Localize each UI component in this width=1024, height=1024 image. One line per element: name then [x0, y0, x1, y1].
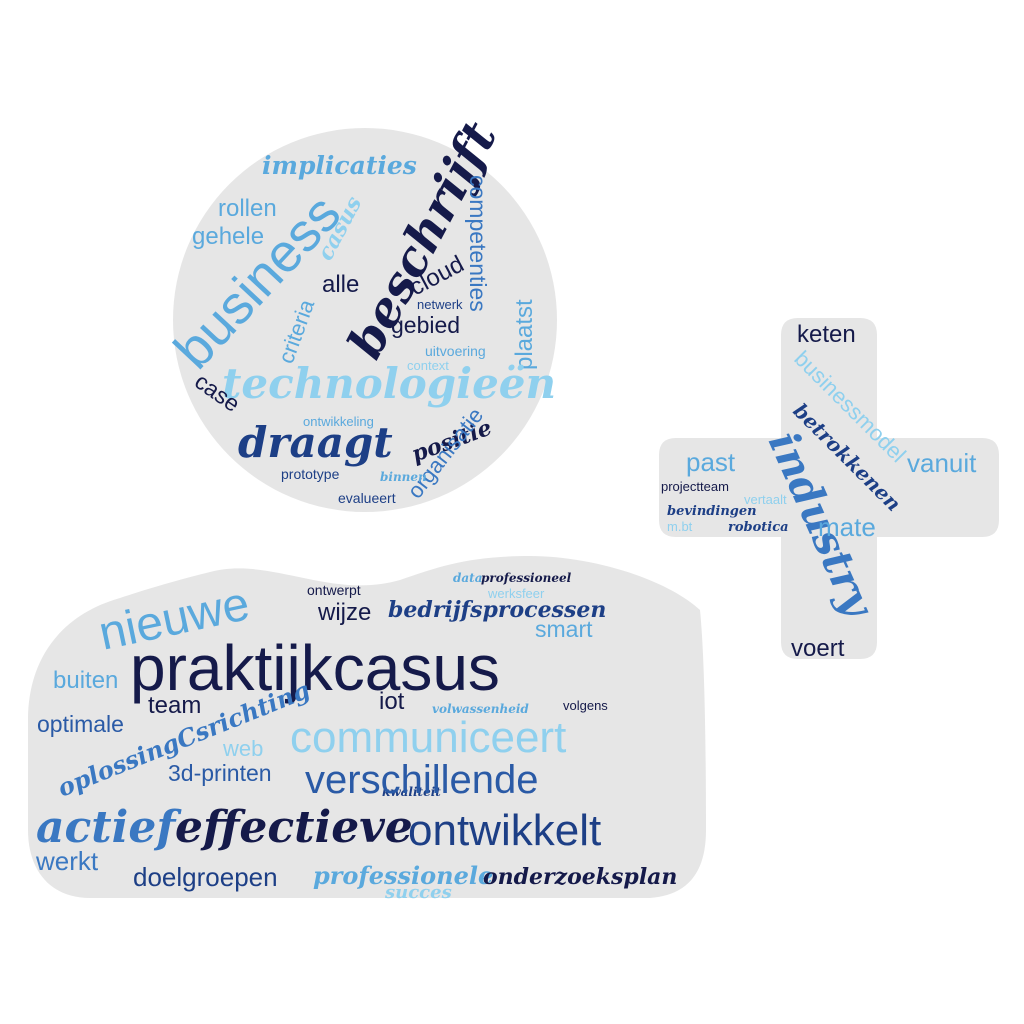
word: draagt [238, 418, 393, 467]
word: onderzoeksplan [483, 864, 677, 890]
word: optimale [37, 711, 124, 737]
word: projectteam [661, 479, 729, 494]
word: buiten [53, 667, 118, 694]
word: netwerk [417, 297, 463, 312]
word: ontwikkeling [303, 414, 374, 429]
blob-shape [28, 556, 706, 898]
word: gebied [391, 312, 460, 338]
word: succes [384, 882, 452, 903]
word: web [222, 736, 263, 761]
word: competenties [465, 175, 491, 312]
word: m.bt [667, 519, 693, 534]
word: past [686, 447, 736, 477]
word: praktijkcasus [130, 632, 500, 704]
circle-shape [173, 128, 557, 512]
word: uitvoering [425, 343, 486, 359]
word: keten [797, 321, 856, 348]
word: communiceert [290, 713, 566, 762]
word: rollen [218, 195, 277, 222]
word: prototype [281, 466, 340, 482]
word: iot [379, 688, 405, 715]
word: bedrijfsprocessen [388, 597, 606, 623]
word: implicaties [262, 151, 417, 180]
word: plaatst [511, 299, 538, 370]
word: verschillende [305, 758, 538, 802]
blob-word-cloud: ontwerpt data professioneel werksfeer ni… [35, 571, 677, 903]
word: team [148, 692, 201, 719]
word: bevindingen [667, 504, 757, 519]
word: volwassenheid [432, 702, 529, 716]
word: alle [322, 271, 359, 298]
word: context [407, 358, 449, 373]
word: werksfeer [487, 586, 545, 601]
word: mate [818, 512, 876, 542]
word: evalueert [338, 490, 396, 506]
word: vanuit [907, 448, 977, 478]
word: voert [791, 635, 845, 662]
word: vertaalt [744, 492, 787, 507]
word: volgens [563, 698, 608, 713]
word: wijze [317, 599, 371, 626]
word: binnen [380, 470, 427, 484]
word: 3d-printen [168, 760, 272, 786]
word: professionele [313, 861, 493, 890]
word: actief [36, 802, 182, 853]
word: ontwikkelt [408, 806, 601, 855]
word: data [453, 571, 482, 585]
cross-shape [659, 318, 999, 659]
word: robotica [728, 520, 789, 535]
word: smart [535, 616, 593, 642]
word: kwaliteit [382, 785, 441, 799]
word: doelgroepen [133, 862, 278, 892]
word: professioneel [481, 571, 572, 585]
word: gehele [192, 223, 264, 250]
word: werkt [35, 846, 99, 876]
word: technologieën [222, 359, 556, 408]
word: ontwerpt [307, 582, 361, 598]
word: effectieve [175, 802, 413, 853]
